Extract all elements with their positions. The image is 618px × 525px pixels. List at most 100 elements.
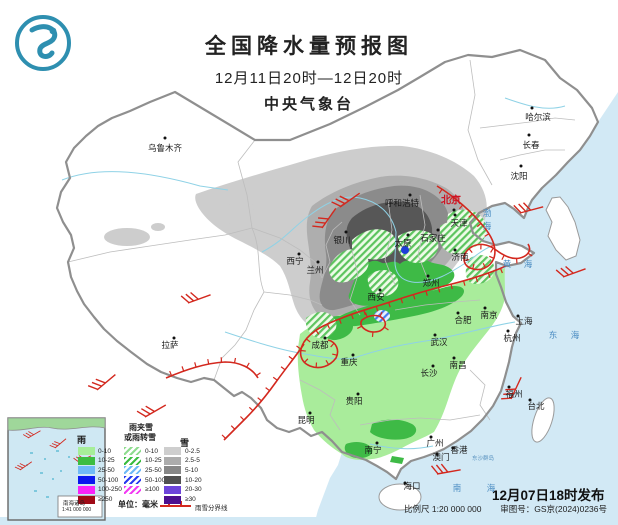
city-marker — [356, 392, 360, 396]
front-tick — [489, 255, 495, 259]
front-tick — [233, 357, 237, 363]
front-tick — [468, 248, 473, 254]
legend-swatch — [164, 466, 181, 475]
rain-snow-boundary-lines — [165, 185, 533, 441]
legend-value: 10-25 — [98, 457, 115, 465]
city-label: 拉萨 — [161, 340, 179, 350]
front-tick — [181, 366, 185, 372]
city-marker — [172, 336, 176, 340]
legend-sleet-title-1: 雨夹雪 — [129, 423, 153, 432]
legend-swatch — [124, 485, 141, 494]
city-label: 西宁 — [286, 256, 304, 266]
city-marker — [431, 364, 435, 368]
front-tick — [240, 416, 245, 421]
city-marker — [453, 213, 457, 217]
front-tick — [438, 188, 443, 194]
front-tick — [363, 310, 366, 316]
legend-unit-label: 单位：毫米 — [118, 500, 158, 509]
front-tick — [272, 376, 278, 381]
city-label: 兰州 — [306, 265, 324, 275]
city-label: 台北 — [527, 401, 545, 411]
front-tick — [265, 387, 270, 392]
front-tick — [400, 298, 404, 304]
city-label: 南昌 — [449, 360, 467, 370]
sea-label: 南 — [452, 483, 462, 493]
city-label: 广州 — [426, 438, 444, 448]
city-label: 重庆 — [340, 357, 358, 367]
inset-scale: 1:41 000 000 — [62, 507, 92, 513]
front-tick — [338, 318, 342, 324]
city-label: 呼和浩特 — [384, 198, 420, 208]
city-label: 长沙 — [420, 368, 438, 378]
front-tick — [450, 284, 453, 290]
issued-time: 12月07日18时发布 — [492, 488, 605, 503]
legend-swatch — [124, 456, 141, 465]
rivers — [61, 97, 566, 450]
front-tick — [499, 268, 503, 274]
front-tick — [325, 360, 330, 365]
front-tick — [476, 222, 482, 228]
legend-swatch — [78, 485, 95, 494]
legend-value: 5-10 — [185, 466, 199, 474]
front-tick — [458, 204, 464, 210]
sea-label: 海 — [482, 221, 492, 231]
front-tick — [296, 345, 301, 350]
city-label: 海口 — [403, 481, 421, 491]
front-tick — [357, 325, 363, 329]
legend-swatch — [164, 495, 181, 504]
front-tick — [379, 311, 383, 317]
korea-landmass — [545, 196, 581, 261]
city-marker — [527, 133, 531, 137]
legend-value: ≥100 — [145, 486, 160, 494]
legend-swatch — [78, 495, 95, 504]
city-label: 香港 — [450, 445, 468, 455]
city-label: 郑州 — [422, 278, 440, 288]
china-national-border — [55, 48, 600, 481]
legend-value: 25-50 — [145, 466, 162, 474]
city-marker — [435, 452, 439, 456]
front-tick — [246, 362, 250, 368]
taiwan-island — [531, 397, 555, 443]
front-tick — [194, 362, 197, 368]
boundary-line-tick — [168, 501, 170, 506]
legend-swatch — [164, 485, 181, 494]
legend-swatch — [164, 476, 181, 485]
city-label: 澳门 — [432, 452, 450, 462]
front-tick — [489, 244, 495, 248]
front-tick — [487, 272, 491, 278]
city-marker — [507, 385, 511, 389]
front-tick — [375, 306, 379, 312]
front-tick — [326, 323, 331, 329]
front-tick — [449, 196, 454, 202]
city-label: 武汉 — [430, 337, 448, 347]
front-tick — [330, 342, 335, 348]
legend-value: 100-250 — [98, 486, 122, 494]
scale-and-approval: 比例尺 1:20 000 000 审图号：GS京(2024)0236号 — [404, 503, 607, 515]
city-marker — [528, 398, 532, 402]
legend-swatch — [78, 447, 95, 455]
front-tick — [475, 276, 479, 283]
city-marker — [323, 336, 327, 340]
city-marker — [308, 411, 312, 415]
province-borders — [67, 59, 576, 431]
front-tick — [332, 353, 338, 356]
front-tick — [468, 213, 473, 218]
legend-snow-title: 雪 — [180, 438, 190, 448]
city-marker — [406, 233, 410, 237]
front-tick — [280, 366, 286, 371]
legend-swatch — [124, 447, 141, 455]
city-label: 天津 — [450, 218, 468, 228]
front-tick — [384, 326, 389, 331]
city-label: 贵阳 — [345, 396, 363, 406]
legend-swatch — [124, 466, 141, 475]
sea-label: 东沙群岛 — [471, 456, 495, 462]
city-label: 乌鲁木齐 — [147, 143, 183, 153]
city-marker — [426, 274, 430, 278]
legend-swatch — [78, 466, 95, 475]
front-tick — [350, 314, 354, 320]
legend-value: ≥250 — [98, 496, 113, 503]
sea-label: 海 — [570, 330, 580, 340]
front-tick — [412, 294, 416, 300]
legend-value: 25-50 — [98, 466, 115, 474]
